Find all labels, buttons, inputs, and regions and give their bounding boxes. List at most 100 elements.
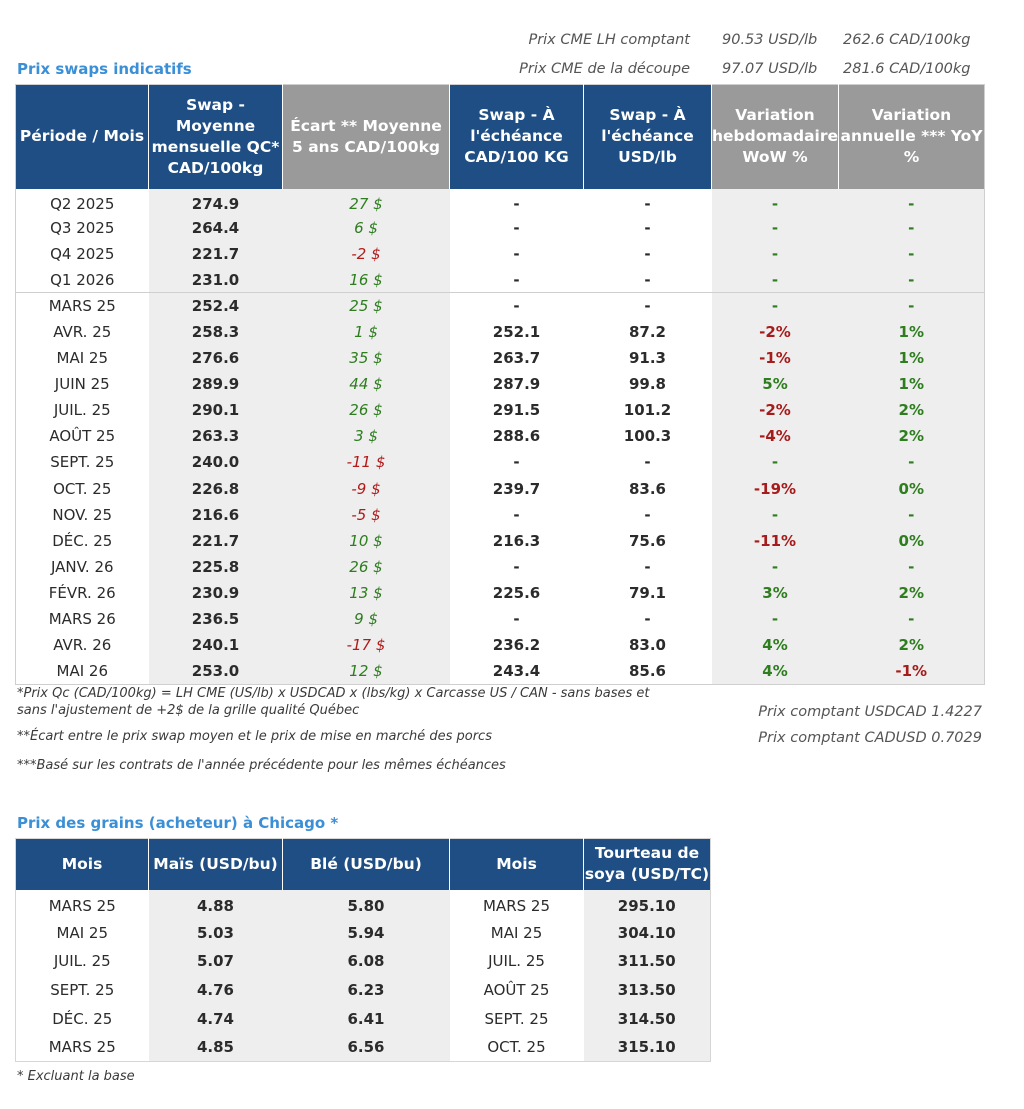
cell-ecart: 26 $ [282,553,450,580]
cell-swap-cad: 225.6 [492,583,541,602]
cell-yoy: - [838,292,985,319]
footnote-2: **Écart entre le prix swap moyen et le p… [17,729,492,744]
table-row: MAI 25 276.6 35 $ 263.7 91.3 -1% 1% [16,345,985,372]
cell-swap-cad: 216.3 [492,531,541,550]
cell-month-2: SEPT. 25 [484,1009,549,1028]
cell-soymeal: 311.50 [583,946,711,976]
cell-month-2: JUIL. 25 [488,952,545,971]
cell-swap-cad: 243.4 [492,661,541,680]
cell-period: MAI 25 [56,349,108,368]
cell-swap-cad: - [513,557,520,576]
cell-ecart: 13 $ [282,579,450,606]
cell-swap-avg: 226.8 [148,475,283,502]
cell-corn: 5.07 [148,946,283,976]
table-row: SEPT. 25 240.0 -11 $ - - - - [16,449,985,476]
cell-period: JUIN 25 [54,375,110,394]
cell-swap-avg: 258.3 [148,318,283,346]
cell-ecart: 16 $ [282,266,450,293]
cell-yoy: 1% [838,371,985,398]
cell-month-2: MARS 25 [482,896,550,915]
cell-swap-cad: - [513,270,520,289]
cell-wow: -2% [711,397,839,424]
cell-swap-avg: 253.0 [148,658,283,685]
cell-wheat: 5.94 [282,918,450,947]
cell-wheat: 6.23 [282,975,450,1005]
cell-ecart: -5 $ [282,501,450,528]
cell-wow: - [711,188,839,215]
cell-swap-avg: 252.4 [148,292,283,319]
col-header-swap-avg: Swap - Moyenne mensuelle QC* CAD/100kg [148,84,283,189]
cell-swap-cad: - [449,292,584,319]
table-row: AVR. 25 258.3 1 $ 252.1 87.2 -2% 1% [16,318,985,346]
cell-corn: 4.76 [148,975,283,1005]
cell-yoy: 0% [838,475,985,502]
cell-swap-cad: - [513,194,520,213]
cell-swap-usd: - [583,292,712,319]
cell-swap-usd: - [644,270,651,289]
cell-wow: - [711,449,839,476]
cell-yoy: -1% [838,658,985,685]
cell-swap-usd: - [644,218,651,237]
swaps-table: Période / Mois Swap - Moyenne mensuelle … [15,84,985,685]
cell-swap-usd: 99.8 [628,375,666,394]
cell-period: DÉC. 25 [52,531,113,550]
table-row: DÉC. 25 4.74 6.41 SEPT. 25 314.50 [16,1004,711,1033]
cell-wow: -11% [711,527,839,554]
cell-swap-usd: 83.6 [628,479,666,498]
footnote-3: ***Basé sur les contrats de l'année préc… [17,758,506,773]
grains-col-header-wheat: Blé (USD/bu) [282,838,450,890]
cell-wow: 5% [711,371,839,398]
cell-swap-cad: - [513,453,520,472]
table-row: JANV. 26 225.8 26 $ - - - - [16,553,985,580]
cell-month: MARS 25 [48,1038,116,1057]
cell-ecart: 27 $ [282,188,450,215]
rate-cadusd: Prix comptant CADUSD 0.7029 [758,730,982,746]
table-row: DÉC. 25 221.7 10 $ 216.3 75.6 -11% 0% [16,527,985,554]
cell-swap-avg: 216.6 [148,501,283,528]
table-row: JUIL. 25 5.07 6.08 JUIL. 25 311.50 [16,946,711,976]
table-row: MAI 26 253.0 12 $ 243.4 85.6 4% -1% [16,658,985,685]
cell-swap-avg: 263.3 [148,423,283,450]
rate-usdcad: Prix comptant USDCAD 1.4227 [758,704,982,720]
cell-wheat: 6.41 [282,1004,450,1033]
cell-yoy: 1% [838,318,985,346]
cell-yoy: - [838,449,985,476]
cell-wow: 4% [711,658,839,685]
cell-ecart: -11 $ [282,449,450,476]
cell-swap-avg: 236.5 [148,606,283,633]
cell-wow: -4% [711,423,839,450]
cell-period: AVR. 26 [53,636,112,655]
cell-swap-cad: 287.9 [492,375,541,394]
cell-swap-usd: - [644,505,651,524]
col-header-ecart: Écart ** Moyenne 5 ans CAD/100kg [282,84,450,189]
cell-soymeal: 314.50 [583,1004,711,1033]
cell-wow: - [711,240,839,267]
cell-wow: - [711,266,839,293]
cell-swap-avg: 240.0 [148,449,283,476]
cell-wow: -1% [711,345,839,372]
cell-period: MARS 25 [15,292,149,319]
cell-period: OCT. 25 [53,479,112,498]
col-header-wow: Variation hebdomadaire WoW % [711,84,839,189]
cell-ecart: 35 $ [282,345,450,372]
cell-swap-cad: 239.7 [492,479,541,498]
cell-ecart: 10 $ [282,527,450,554]
table-row: JUIL. 25 290.1 26 $ 291.5 101.2 -2% 2% [16,397,985,424]
grains-table-body: MARS 25 4.88 5.80 MARS 25 295.10 MAI 25 5.03 5.… [16,889,711,1062]
cell-swap-usd: 75.6 [628,531,666,550]
cell-period: JUIL. 25 [53,401,111,420]
swaps-table-body: Q2 2025 274.9 27 $ - - - - Q3 2025 264.4 6 $ - - - - Q… [15,188,985,685]
cell-swap-usd: - [644,453,651,472]
cell-corn: 4.85 [148,1032,283,1062]
cell-swap-cad: - [513,505,520,524]
cell-month: MARS 25 [48,896,116,915]
cell-period: AOÛT 25 [49,427,116,446]
cell-period: NOV. 25 [52,505,113,524]
cell-ecart: 12 $ [282,658,450,685]
table-row: MARS 25 4.85 6.56 OCT. 25 315.10 [16,1032,711,1062]
cell-swap-cad: - [513,218,520,237]
cell-swap-cad: 263.7 [492,349,541,368]
cell-ecart: -17 $ [282,632,450,659]
table-row: FÉVR. 26 230.9 13 $ 225.6 79.1 3% 2% [16,579,985,606]
cell-ecart: 1 $ [282,318,450,346]
